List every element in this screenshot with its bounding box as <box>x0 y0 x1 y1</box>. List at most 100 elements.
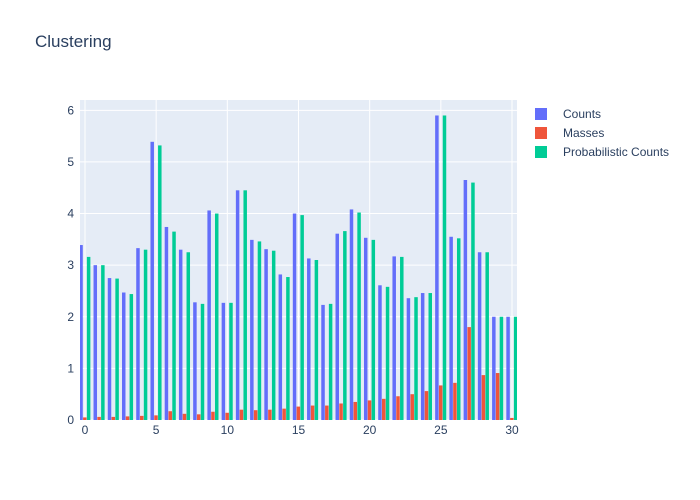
bar-probabilistic-counts[interactable] <box>101 265 105 420</box>
bar-counts[interactable] <box>506 316 510 420</box>
bar-masses[interactable] <box>367 400 372 420</box>
bar-masses[interactable] <box>97 416 101 420</box>
bar-masses[interactable] <box>438 385 443 420</box>
bar-counts[interactable] <box>164 226 169 420</box>
bar-counts[interactable] <box>121 292 126 420</box>
bar-probabilistic-counts[interactable] <box>286 277 290 420</box>
bar-probabilistic-counts[interactable] <box>371 239 376 420</box>
bar-probabilistic-counts[interactable] <box>385 286 390 420</box>
bar-masses[interactable] <box>510 417 514 420</box>
bar-counts[interactable] <box>235 190 240 420</box>
bar-masses[interactable] <box>310 405 315 420</box>
bar-probabilistic-counts[interactable] <box>442 115 447 420</box>
bar-masses[interactable] <box>268 409 272 420</box>
bar-counts[interactable] <box>136 248 140 420</box>
bar-probabilistic-counts[interactable] <box>499 316 504 420</box>
bar-counts[interactable] <box>93 265 98 420</box>
bar-masses[interactable] <box>182 413 187 420</box>
bar-counts[interactable] <box>477 252 482 420</box>
legend-item-masses[interactable]: Masses <box>535 123 669 142</box>
bar-masses[interactable] <box>353 401 358 420</box>
bar-counts[interactable] <box>463 180 468 420</box>
bar-probabilistic-counts[interactable] <box>257 241 262 420</box>
bar-probabilistic-counts[interactable] <box>328 303 333 420</box>
bar-masses[interactable] <box>325 405 329 420</box>
bar-counts[interactable] <box>392 256 396 420</box>
bar-probabilistic-counts[interactable] <box>400 256 404 420</box>
bar-masses[interactable] <box>211 411 215 420</box>
bar-probabilistic-counts[interactable] <box>172 231 176 420</box>
bar-masses[interactable] <box>125 416 130 420</box>
bar-probabilistic-counts[interactable] <box>129 294 134 420</box>
bar-counts[interactable] <box>79 245 83 420</box>
bar-masses[interactable] <box>196 414 201 420</box>
bar-probabilistic-counts[interactable] <box>143 249 148 420</box>
bar-counts[interactable] <box>221 302 226 420</box>
bar-probabilistic-counts[interactable] <box>485 252 489 420</box>
bar-masses[interactable] <box>225 412 229 420</box>
bar-masses[interactable] <box>424 391 429 420</box>
bar-masses[interactable] <box>396 396 400 420</box>
bar-masses[interactable] <box>253 410 258 420</box>
bar-counts[interactable] <box>321 304 325 420</box>
bar-masses[interactable] <box>282 408 286 420</box>
bar-probabilistic-counts[interactable] <box>229 302 233 420</box>
bar-masses[interactable] <box>111 416 116 420</box>
bar-masses[interactable] <box>382 398 386 420</box>
bar-counts[interactable] <box>107 278 112 420</box>
bar-masses[interactable] <box>296 406 301 420</box>
bar-probabilistic-counts[interactable] <box>200 303 205 420</box>
legend-item-counts[interactable]: Counts <box>535 104 669 123</box>
bar-masses[interactable] <box>140 415 144 420</box>
y-tick-label: 3 <box>67 258 74 272</box>
bar-probabilistic-counts[interactable] <box>343 231 347 420</box>
bar-probabilistic-counts[interactable] <box>300 215 304 420</box>
bar-counts[interactable] <box>250 239 254 420</box>
bar-counts[interactable] <box>349 209 354 420</box>
bar-probabilistic-counts[interactable] <box>86 256 91 420</box>
bar-counts[interactable] <box>193 302 197 420</box>
bar-masses[interactable] <box>453 382 457 420</box>
bar-masses[interactable] <box>83 417 87 420</box>
bar-masses[interactable] <box>467 327 471 420</box>
bar-masses[interactable] <box>339 403 343 420</box>
bar-probabilistic-counts[interactable] <box>214 213 219 420</box>
bar-counts[interactable] <box>292 213 297 420</box>
bar-counts[interactable] <box>378 285 382 420</box>
bar-counts[interactable] <box>449 236 453 420</box>
bar-probabilistic-counts[interactable] <box>456 238 461 420</box>
bar-probabilistic-counts[interactable] <box>243 190 247 420</box>
bar-probabilistic-counts[interactable] <box>271 250 276 420</box>
bar-counts[interactable] <box>278 274 283 420</box>
x-tick-label: 15 <box>292 423 306 437</box>
bar-probabilistic-counts[interactable] <box>513 316 517 420</box>
bar-counts[interactable] <box>420 293 425 420</box>
bar-probabilistic-counts[interactable] <box>471 182 475 420</box>
bar-masses[interactable] <box>168 411 172 420</box>
bar-counts[interactable] <box>307 258 311 420</box>
bar-probabilistic-counts[interactable] <box>414 297 418 420</box>
bar-masses[interactable] <box>410 394 414 420</box>
bar-counts[interactable] <box>178 249 183 420</box>
bar-probabilistic-counts[interactable] <box>186 252 191 420</box>
bar-counts[interactable] <box>435 115 439 420</box>
bar-probabilistic-counts[interactable] <box>428 293 433 420</box>
bar-counts[interactable] <box>150 141 154 420</box>
bar-probabilistic-counts[interactable] <box>357 212 361 420</box>
bar-masses[interactable] <box>481 375 486 420</box>
bar-masses[interactable] <box>154 415 158 420</box>
bar-masses[interactable] <box>495 373 500 420</box>
bar-counts[interactable] <box>363 237 368 420</box>
bar-probabilistic-counts[interactable] <box>314 260 319 420</box>
bar-counts[interactable] <box>335 233 340 420</box>
bar-counts[interactable] <box>207 210 211 420</box>
bar-probabilistic-counts[interactable] <box>158 145 162 420</box>
bar-masses[interactable] <box>239 409 244 420</box>
legend-item-probabilistic-counts[interactable]: Probabilistic Counts <box>535 142 669 161</box>
bar-counts[interactable] <box>264 249 268 420</box>
bar-probabilistic-counts[interactable] <box>115 278 119 420</box>
legend[interactable]: Counts Masses Probabilistic Counts <box>535 104 669 161</box>
bar-counts[interactable] <box>492 316 496 420</box>
bar-counts[interactable] <box>406 298 411 420</box>
